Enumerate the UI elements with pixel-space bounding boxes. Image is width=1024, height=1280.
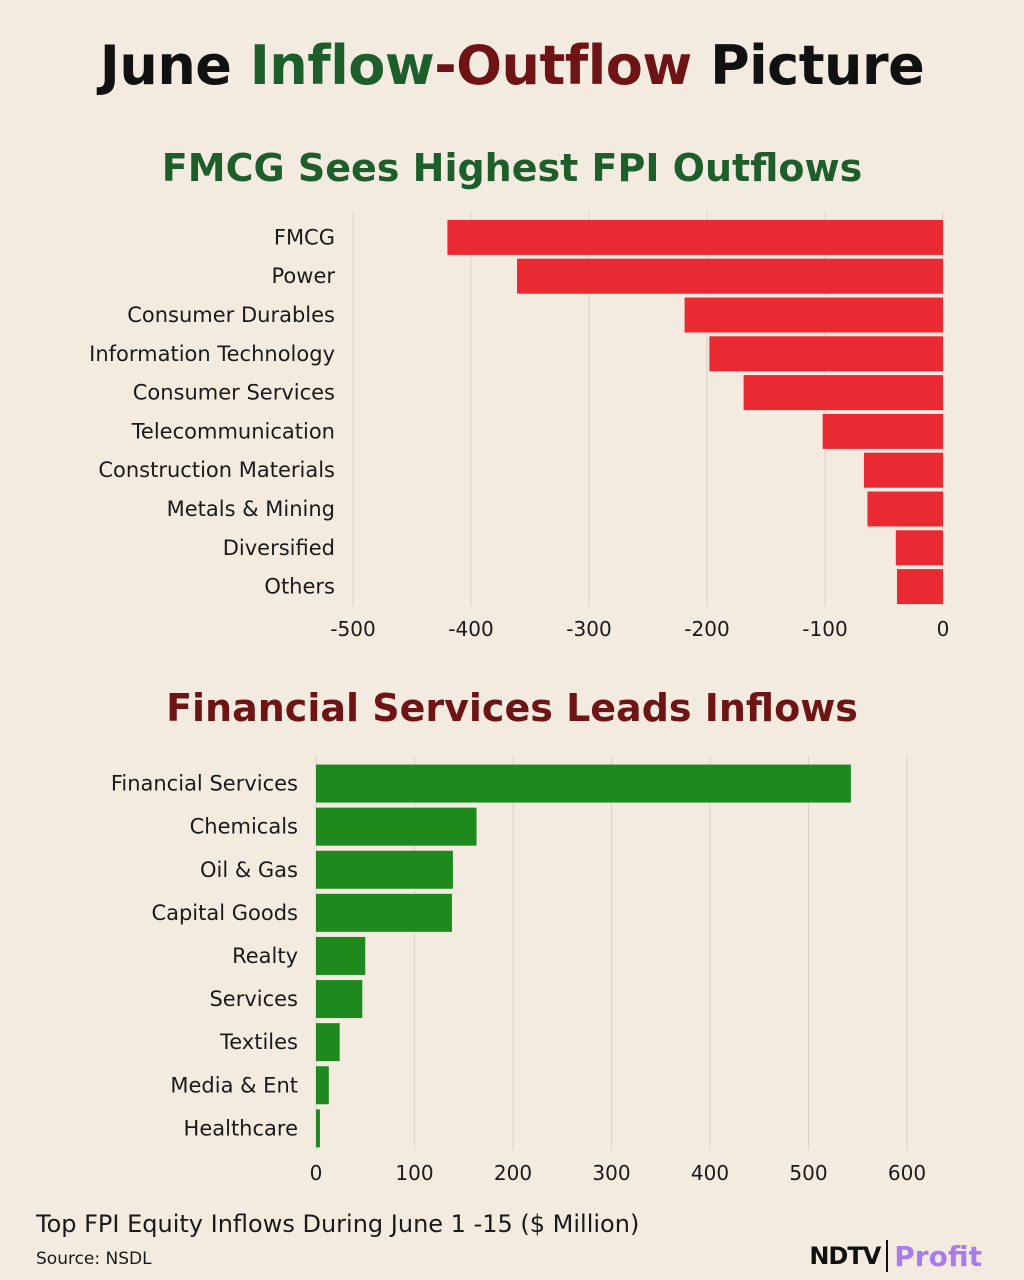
category-label: Media & Ent (170, 1073, 298, 1097)
category-label: Consumer Services (133, 381, 335, 405)
bar-consumer-services (743, 375, 943, 411)
x-tick-label: 0 (310, 1161, 323, 1185)
bar-telecommunication (822, 413, 943, 449)
bar-metals-and-mining (867, 491, 943, 527)
x-tick-label: -400 (448, 617, 493, 641)
x-tick-label: 0 (937, 617, 950, 641)
bar-construction-materials (863, 452, 943, 488)
bar-services (316, 980, 363, 1019)
category-label: Healthcare (184, 1116, 298, 1140)
bar-power (517, 258, 943, 294)
x-tick-label: 600 (888, 1161, 926, 1185)
bar-fmcg (447, 219, 943, 255)
category-label: Financial Services (111, 772, 298, 796)
x-tick-label: -300 (566, 617, 611, 641)
category-label: Chemicals (190, 815, 298, 839)
inflow-bar-chart: 0 100 200 300 400 500 600 Financial Services Che… (111, 756, 926, 1185)
title-part1: June (99, 34, 250, 97)
x-tick-label: 100 (395, 1161, 433, 1185)
x-tick-label: -500 (330, 617, 375, 641)
category-label: Telecommunication (131, 419, 335, 443)
bar-consumer-durables (684, 297, 943, 333)
outflow-chart-title: FMCG Sees Highest FPI Outflows (161, 146, 863, 190)
category-label: Capital Goods (151, 901, 298, 925)
category-label: Textiles (219, 1030, 298, 1054)
category-label: Others (264, 575, 335, 599)
category-label: Realty (232, 944, 298, 968)
inflow-chart-title: Financial Services Leads Inflows (166, 686, 858, 730)
category-label: Power (272, 264, 336, 288)
x-tick-label: -200 (684, 617, 729, 641)
title-outflow-word: Outflow (456, 34, 692, 97)
category-label: Information Technology (89, 342, 335, 366)
bar-media-and-ent (316, 1066, 329, 1105)
outflow-bar-chart: -500 -400 -300 -200 -100 0 FMCG Power Consumer D… (89, 212, 950, 641)
x-tick-label: 300 (592, 1161, 630, 1185)
bar-chemicals (316, 807, 477, 846)
title-inflow-word: Inflow (249, 34, 435, 97)
bar-others (896, 569, 943, 605)
x-tick-label: -100 (802, 617, 847, 641)
category-label: FMCG (274, 225, 335, 249)
bar-realty (316, 936, 366, 975)
title-part2: Picture (691, 34, 925, 97)
category-label: Consumer Durables (127, 303, 335, 327)
bar-textiles (316, 1023, 340, 1062)
x-tick-label: 500 (789, 1161, 827, 1185)
bar-information-technology (709, 336, 943, 372)
category-label: Services (209, 987, 298, 1011)
category-label: Diversified (223, 536, 335, 560)
bar-capital-goods (316, 893, 452, 932)
category-label: Oil & Gas (200, 858, 298, 882)
brand-profit: Profit (894, 1239, 982, 1273)
footer-note: Top FPI Equity Inflows During June 1 -15… (36, 1210, 640, 1238)
bar-diversified (895, 530, 943, 566)
footer-source: Source: NSDL (36, 1249, 152, 1269)
bar-healthcare (316, 1109, 320, 1148)
brand-logo: NDTV Profit (809, 1236, 982, 1276)
category-label: Metals & Mining (167, 497, 335, 521)
x-tick-label: 200 (494, 1161, 532, 1185)
bar-financial-services (316, 764, 851, 803)
category-label: Construction Materials (98, 458, 335, 482)
page-title: June Inflow-Outflow Picture (0, 34, 1024, 97)
x-tick-label: 400 (691, 1161, 729, 1185)
title-dash: - (434, 34, 457, 97)
bar-oil-and-gas (316, 850, 453, 889)
brand-separator (886, 1240, 889, 1272)
brand-ndtv: NDTV (809, 1242, 881, 1270)
